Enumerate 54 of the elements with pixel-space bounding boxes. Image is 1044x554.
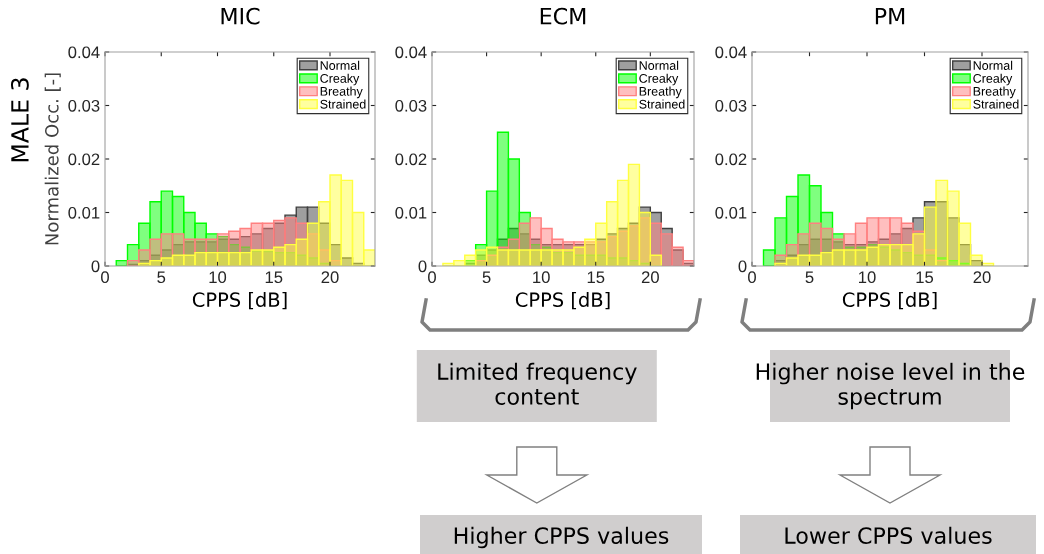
x-tick-label: 10	[533, 271, 550, 284]
x-tick-label: 5	[157, 271, 166, 284]
legend-label: Normal	[973, 60, 1013, 70]
y-tick-label: 0.01	[68, 206, 100, 219]
text: Higher noise level in the spectrum	[756, 362, 1025, 410]
legend-label: Strained	[320, 99, 366, 109]
text: MALE 3	[10, 78, 29, 162]
y-tick-label: 0.01	[395, 206, 427, 219]
legend-label: Creaky	[973, 73, 1013, 86]
x-axis-title: CPPS [dB]	[515, 291, 610, 310]
legend-label: Breathy	[320, 86, 363, 99]
y-tick-label: 0	[418, 260, 427, 273]
x-tick-label: 20	[973, 271, 991, 284]
x-tick-label: 15	[265, 271, 283, 284]
x-tick-label: 10	[859, 271, 876, 284]
y-tick-label: 0.04	[715, 46, 747, 59]
chart-title: PM	[875, 8, 905, 25]
text: Limited frequency content	[438, 362, 637, 405]
y-tick-label: 0	[91, 260, 100, 273]
x-tick-label: 20	[321, 271, 339, 284]
legend-label: Strained	[639, 99, 685, 109]
chart-title: MIC	[221, 7, 260, 25]
legend-label: Creaky	[639, 73, 679, 86]
y-tick-label: 0.03	[715, 99, 747, 112]
legend-label: Breathy	[639, 86, 682, 99]
legend-label: Normal	[639, 60, 679, 70]
legend-label: Normal	[320, 60, 360, 70]
x-tick-label: 0	[428, 271, 436, 284]
chart-title: ECM	[540, 7, 586, 25]
y-tick-label: 0.02	[395, 153, 427, 166]
y-tick-label: 0	[738, 260, 747, 273]
y-tick-label: 0.03	[68, 99, 100, 112]
legend-label: Breathy	[973, 86, 1016, 99]
y-tick-label: 0.04	[395, 46, 427, 59]
x-tick-label: 0	[101, 271, 109, 284]
y-tick-label: 0.02	[715, 153, 747, 166]
text: Lower CPPS values	[785, 526, 992, 544]
y-tick-label: 0.02	[68, 153, 100, 166]
x-tick-label: 20	[641, 271, 659, 284]
y-axis-title: Normalized Occ. [-]	[44, 73, 61, 245]
x-tick-label: 0	[748, 271, 756, 284]
text: Higher CPPS values	[454, 526, 669, 549]
legend-label: Creaky	[320, 73, 360, 86]
x-tick-label: 5	[482, 271, 491, 284]
x-tick-label: 10	[209, 271, 227, 284]
x-tick-label: 15	[916, 271, 934, 284]
x-axis-title: CPPS [dB]	[192, 291, 287, 310]
y-tick-label: 0.01	[715, 206, 747, 219]
x-tick-label: 15	[587, 271, 605, 284]
legend-label: Strained	[973, 99, 1019, 109]
y-tick-label: 0.03	[395, 99, 427, 112]
x-axis-title: CPPS [dB]	[842, 291, 937, 310]
x-tick-label: 5	[805, 271, 814, 284]
y-tick-label: 0.04	[68, 46, 100, 59]
